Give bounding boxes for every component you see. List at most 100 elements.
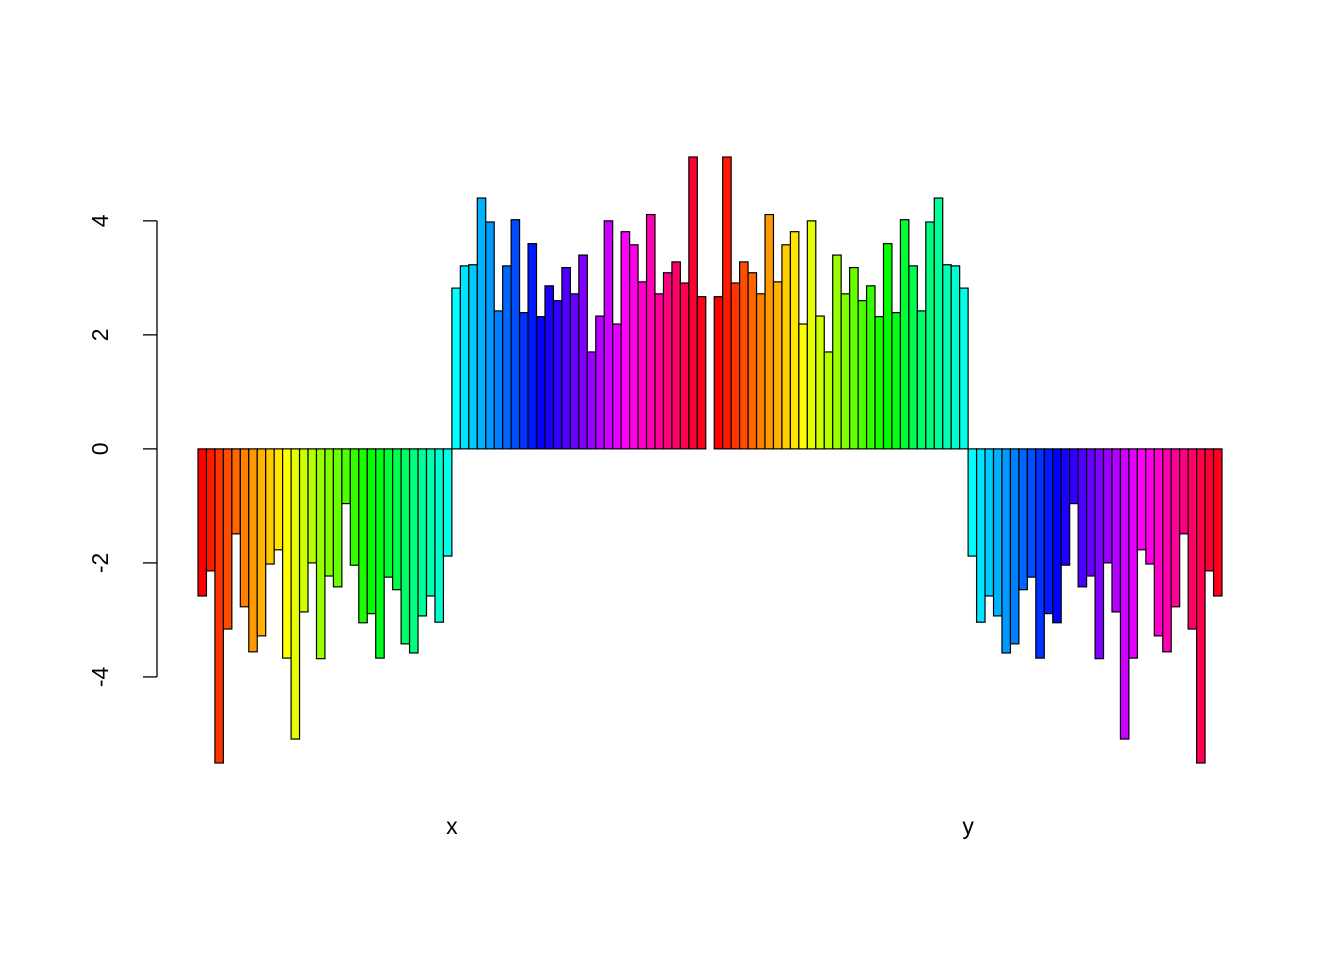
bar	[552, 300, 563, 450]
bar	[874, 316, 885, 450]
bar	[383, 448, 394, 578]
bar	[806, 220, 817, 450]
bar	[959, 287, 969, 450]
bar	[595, 315, 605, 450]
bar	[417, 448, 428, 617]
bar	[637, 281, 648, 450]
bar	[764, 213, 775, 450]
bar	[967, 448, 978, 557]
bar	[755, 293, 766, 450]
bar	[857, 300, 868, 450]
bar	[298, 448, 309, 613]
bar	[722, 156, 732, 450]
bar	[239, 448, 250, 608]
bar	[992, 448, 1003, 617]
bar	[527, 243, 538, 450]
bar	[290, 448, 301, 740]
bar	[586, 351, 597, 450]
bar	[256, 448, 267, 637]
bar	[324, 448, 335, 577]
bar	[518, 312, 529, 450]
bar	[1102, 448, 1113, 564]
y-tick-label: 4	[87, 214, 113, 227]
bar	[1094, 448, 1105, 660]
bar	[603, 220, 614, 450]
bar	[1128, 448, 1138, 659]
bar	[1119, 448, 1130, 740]
bar	[840, 293, 851, 450]
bar	[493, 310, 504, 450]
bar	[1026, 448, 1037, 578]
bar	[1035, 448, 1045, 659]
bar	[1009, 448, 1020, 645]
bar	[789, 231, 800, 450]
bar	[222, 448, 233, 630]
bar	[671, 261, 681, 450]
bar	[459, 265, 470, 450]
bar	[248, 448, 258, 653]
bar	[535, 316, 546, 450]
y-tick-label: -2	[87, 553, 113, 573]
bar	[1085, 448, 1096, 577]
bar	[713, 296, 724, 450]
bar	[315, 448, 326, 660]
bar	[205, 448, 216, 572]
bar	[408, 448, 419, 654]
bar	[1111, 448, 1122, 613]
bar	[662, 272, 673, 450]
bar	[696, 296, 707, 450]
bar	[654, 293, 665, 450]
bar	[349, 448, 360, 566]
bar	[925, 221, 935, 450]
bar	[620, 231, 631, 450]
bar	[375, 448, 385, 659]
bar	[332, 448, 343, 588]
bar	[1162, 448, 1172, 653]
bar	[1136, 448, 1147, 551]
bar	[612, 323, 622, 450]
bar	[425, 448, 436, 597]
bar	[451, 287, 461, 450]
bar	[485, 221, 495, 450]
bar	[400, 448, 411, 645]
bar	[1196, 448, 1206, 764]
bar	[341, 448, 351, 505]
bar	[1060, 448, 1071, 566]
bar	[307, 448, 318, 564]
bar	[865, 285, 876, 450]
x-group-label: y	[962, 813, 974, 839]
bar	[916, 310, 927, 450]
bar	[1077, 448, 1088, 588]
bar	[899, 219, 910, 450]
bar	[984, 448, 995, 597]
bar	[1145, 448, 1155, 565]
bar	[510, 219, 521, 450]
bar	[730, 282, 741, 450]
bar	[832, 254, 842, 450]
bar	[468, 264, 478, 450]
bar	[891, 312, 902, 450]
bar	[629, 244, 639, 450]
bar	[781, 244, 791, 450]
bar	[476, 197, 487, 450]
bar	[882, 243, 893, 450]
bar	[1052, 448, 1062, 624]
bar	[569, 293, 580, 450]
bar	[502, 265, 512, 450]
bar	[544, 285, 555, 450]
bar	[273, 448, 284, 551]
bar	[645, 213, 656, 450]
bar	[933, 197, 944, 450]
y-tick-label: 2	[87, 328, 113, 341]
bar	[798, 323, 808, 450]
bar	[214, 448, 224, 764]
bar	[950, 265, 961, 450]
bar	[434, 448, 445, 623]
bar	[975, 448, 986, 623]
bar	[679, 282, 690, 450]
bar	[1018, 448, 1028, 591]
bar	[282, 448, 292, 659]
bar	[442, 448, 453, 557]
bar	[392, 448, 402, 591]
